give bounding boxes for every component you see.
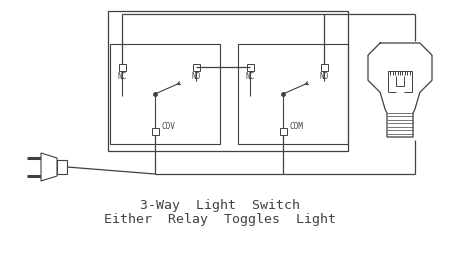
- Text: 3-Way  Light  Switch: 3-Way Light Switch: [140, 198, 300, 211]
- Text: COV: COV: [161, 121, 175, 131]
- Text: NO: NO: [191, 72, 201, 81]
- Bar: [110, 45, 220, 145]
- Bar: [108, 12, 348, 151]
- Text: Either  Relay  Toggles  Light: Either Relay Toggles Light: [104, 213, 336, 226]
- Text: COM: COM: [289, 121, 303, 131]
- Bar: [279, 128, 287, 135]
- Polygon shape: [41, 153, 57, 181]
- Bar: [320, 64, 328, 71]
- Text: NC: NC: [117, 72, 126, 81]
- Bar: [247, 64, 253, 71]
- Bar: [57, 160, 67, 174]
- Text: NO: NO: [320, 72, 328, 81]
- Bar: [193, 64, 199, 71]
- Bar: [118, 64, 126, 71]
- Bar: [238, 45, 348, 145]
- Text: NC: NC: [245, 72, 255, 81]
- Bar: [152, 128, 158, 135]
